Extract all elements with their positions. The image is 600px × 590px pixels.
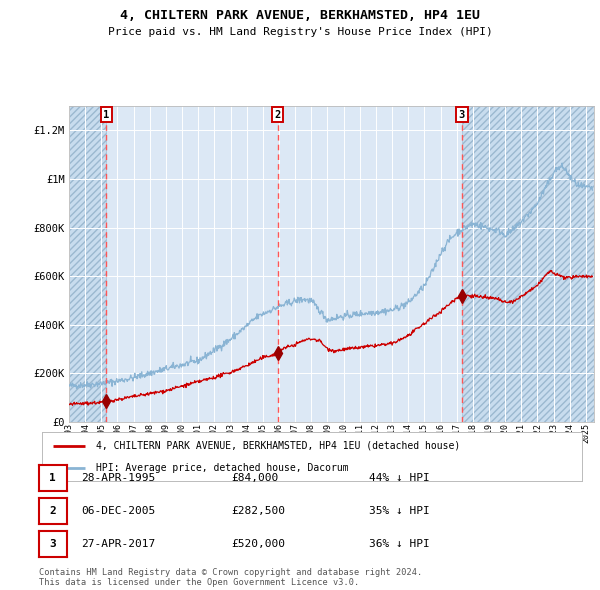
Text: 2: 2 [49,506,56,516]
Text: Contains HM Land Registry data © Crown copyright and database right 2024.
This d: Contains HM Land Registry data © Crown c… [39,568,422,587]
Text: 3: 3 [459,110,465,120]
Text: 1: 1 [103,110,110,120]
Text: 36% ↓ HPI: 36% ↓ HPI [369,539,430,549]
Text: 4, CHILTERN PARK AVENUE, BERKHAMSTED, HP4 1EU (detached house): 4, CHILTERN PARK AVENUE, BERKHAMSTED, HP… [96,441,460,451]
Text: 1: 1 [49,473,56,483]
Text: 35% ↓ HPI: 35% ↓ HPI [369,506,430,516]
Text: 27-APR-2017: 27-APR-2017 [81,539,155,549]
Text: 2: 2 [275,110,281,120]
Text: 28-APR-1995: 28-APR-1995 [81,473,155,483]
Text: 44% ↓ HPI: 44% ↓ HPI [369,473,430,483]
Text: 06-DEC-2005: 06-DEC-2005 [81,506,155,516]
Text: HPI: Average price, detached house, Dacorum: HPI: Average price, detached house, Daco… [96,463,349,473]
Text: 3: 3 [49,539,56,549]
Text: £520,000: £520,000 [231,539,285,549]
Text: 4, CHILTERN PARK AVENUE, BERKHAMSTED, HP4 1EU: 4, CHILTERN PARK AVENUE, BERKHAMSTED, HP… [120,9,480,22]
Text: Price paid vs. HM Land Registry's House Price Index (HPI): Price paid vs. HM Land Registry's House … [107,27,493,37]
Text: £282,500: £282,500 [231,506,285,516]
Text: £84,000: £84,000 [231,473,278,483]
